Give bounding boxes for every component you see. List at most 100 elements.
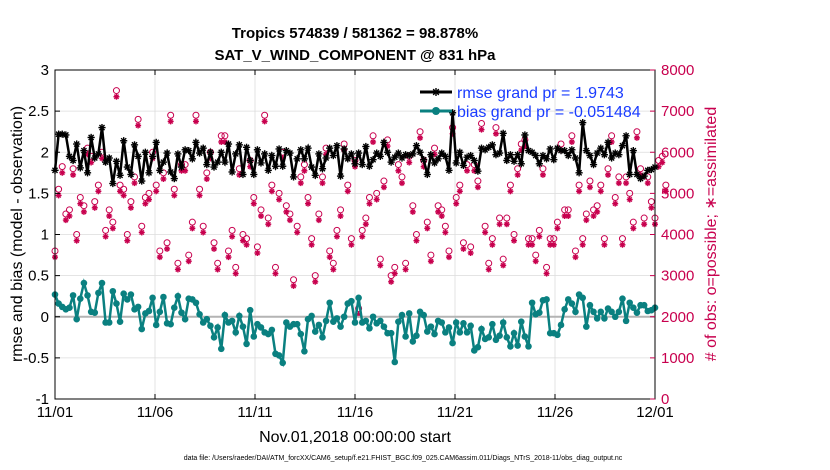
y-right-tick-label: 6000	[661, 144, 694, 161]
obs-assimilated-point	[391, 270, 398, 277]
obs-possible-point	[123, 231, 131, 238]
obs-assimilated-point	[135, 122, 142, 129]
obs-assimilated-point	[630, 225, 637, 232]
obs-assimilated-point	[348, 241, 355, 248]
obs-possible-point	[571, 247, 579, 255]
bias-point	[496, 332, 503, 339]
obs-possible-point	[344, 181, 352, 189]
rmse-point	[495, 149, 504, 157]
obs-possible-point	[496, 214, 504, 222]
bias-point	[250, 333, 258, 340]
bias-point	[521, 333, 529, 340]
bias-point	[640, 301, 648, 309]
rmse-point	[159, 158, 168, 166]
obs-possible-point	[362, 214, 370, 222]
obs-possible-point	[264, 214, 272, 222]
obs-possible-point	[55, 185, 63, 193]
rmse-point	[293, 155, 301, 163]
legend-rmse-marker	[432, 88, 440, 96]
rmse-point	[622, 132, 630, 140]
obs-assimilated-point	[164, 245, 171, 252]
obs-possible-point	[199, 222, 207, 230]
obs-possible-point	[398, 173, 406, 181]
obs-assimilated-point	[641, 221, 648, 228]
obs-assimilated-point	[77, 200, 84, 207]
rmse-point	[626, 170, 634, 179]
bias-point	[217, 345, 225, 353]
obs-assimilated-point	[102, 233, 109, 240]
bias-point	[98, 279, 106, 287]
bias-point	[351, 319, 359, 326]
bias-point	[528, 299, 536, 307]
obs-possible-point	[474, 177, 482, 185]
rmse-series	[51, 109, 659, 188]
rmse-point	[347, 150, 355, 158]
obs-possible-point	[593, 202, 601, 210]
rmse-point	[329, 151, 337, 160]
rmse-point	[130, 141, 139, 149]
obs-possible-point	[506, 181, 514, 189]
rmse-point	[210, 163, 218, 171]
rmse-point	[221, 158, 229, 166]
rmse-point	[647, 165, 655, 174]
obs-assimilated-point	[554, 225, 561, 232]
rmse-point	[91, 154, 99, 162]
bias-point	[561, 306, 568, 313]
bias-point	[181, 315, 189, 323]
obs-assimilated-point	[243, 241, 250, 248]
obs-possible-point	[261, 111, 269, 119]
obs-assimilated-point	[174, 266, 181, 273]
bias-point	[275, 352, 283, 359]
obs-assimilated-point	[59, 169, 66, 176]
rmse-point	[608, 154, 616, 162]
rmse-point	[192, 138, 200, 146]
obs-assimilated-point	[453, 200, 460, 207]
obs-possible-point	[221, 132, 229, 140]
y-axis-right-label: # of obs: o=possible; ∗=assimilated	[703, 107, 720, 361]
legend-bias-marker	[432, 107, 440, 115]
obs-possible-point	[402, 259, 410, 267]
bias-point	[478, 325, 485, 333]
chart-title-line1: Tropics 574839 / 581362 = 98.878%	[232, 25, 478, 42]
bias-point	[409, 338, 417, 345]
bias-point	[590, 308, 597, 316]
rmse-point	[499, 129, 507, 137]
rmse-point	[474, 167, 482, 175]
bias-point	[145, 307, 153, 315]
rmse-point	[362, 142, 370, 151]
obs-assimilated-point	[106, 212, 113, 219]
bias-series	[51, 278, 659, 368]
bias-point	[236, 312, 243, 320]
rmse-point	[286, 149, 294, 157]
obs-assimilated-point	[467, 250, 474, 257]
obs-possible-point	[138, 222, 146, 230]
bias-point	[413, 332, 420, 339]
obs-possible-point	[329, 259, 337, 267]
x-tick-label: 12/01	[636, 404, 674, 421]
rmse-point	[434, 155, 442, 163]
rmse-point	[514, 151, 522, 159]
rmse-point	[383, 148, 392, 156]
legend-rmse-label: rmse grand pr = 1.9743	[457, 85, 624, 102]
rmse-point	[62, 131, 70, 139]
rmse-point	[73, 140, 81, 148]
rmse-point	[235, 141, 243, 149]
obs-assimilated-point	[500, 262, 507, 269]
obs-possible-point	[326, 247, 334, 255]
bias-point	[572, 308, 579, 316]
obs-assimilated-point	[232, 270, 239, 277]
y-right-tick-label: 7000	[661, 103, 694, 120]
rmse-point	[112, 157, 121, 165]
obs-assimilated-point	[276, 196, 283, 203]
obs-possible-point	[373, 189, 381, 197]
bias-point	[442, 329, 449, 336]
obs-possible-point	[550, 235, 558, 243]
obs-possible-point	[423, 218, 431, 226]
obs-assimilated-point	[464, 167, 471, 174]
obs-assimilated-point	[427, 258, 434, 265]
rmse-point	[76, 164, 84, 172]
bias-point	[138, 325, 146, 333]
bias-point	[391, 358, 399, 366]
bias-point	[438, 319, 446, 326]
obs-assimilated-point	[597, 188, 604, 195]
